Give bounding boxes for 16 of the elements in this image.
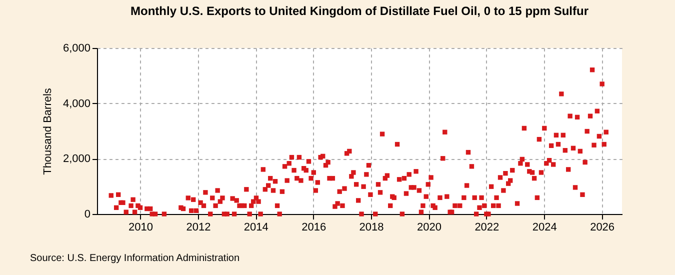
y-tick-label: 0 — [84, 208, 90, 220]
x-tick-label: 2024 — [532, 222, 557, 234]
y-tick-label: 2,000 — [62, 153, 90, 166]
x-tick-label: 2014 — [244, 222, 268, 234]
chart-title: Monthly U.S. Exports to United Kingdom of Distillate Fuel Oil, 0 to 15 ppm Sulfur — [130, 4, 589, 18]
source-note: Source: U.S. Energy Information Administration — [30, 253, 240, 264]
x-tick-label: 2016 — [302, 222, 326, 234]
x-tick-label: 2026 — [590, 222, 615, 234]
x-tick-label: 2022 — [474, 222, 500, 234]
y-tick-label: 4,000 — [62, 98, 90, 110]
x-tick-label: 2020 — [416, 222, 442, 234]
x-tick-label: 2010 — [128, 222, 154, 234]
x-tick-label: 2018 — [359, 222, 384, 234]
y-tick-label: 6,000 — [62, 42, 90, 54]
x-tick-label: 2012 — [186, 222, 211, 234]
y-axis-title: Thousand Barrels — [42, 88, 54, 175]
